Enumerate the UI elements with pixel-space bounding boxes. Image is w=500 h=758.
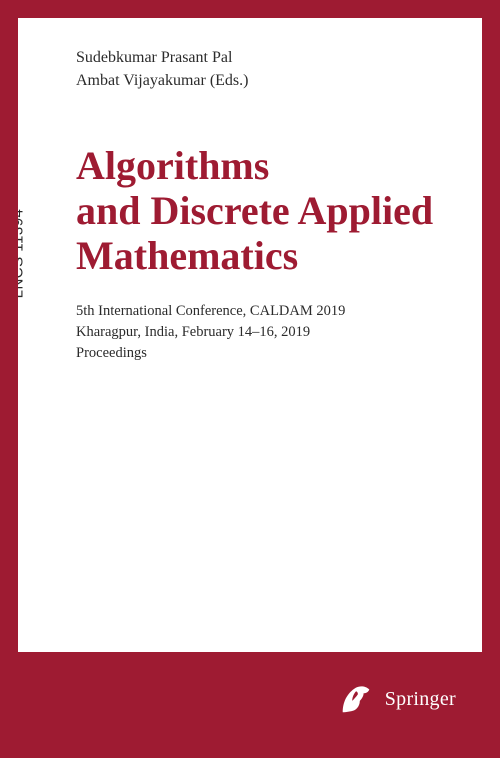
series-label: LNCS 11394 (10, 208, 27, 298)
subtitle-block: 5th International Conference, CALDAM 201… (76, 301, 448, 364)
subtitle-line-1: 5th International Conference, CALDAM 201… (76, 301, 448, 322)
subtitle-line-2: Kharagpur, India, February 14–16, 2019 (76, 322, 448, 343)
title-line-2: and Discrete Applied (76, 189, 448, 234)
editors-block: Sudebkumar Prasant Pal Ambat Vijayakumar… (76, 46, 448, 92)
editor-line-2: Ambat Vijayakumar (Eds.) (76, 69, 448, 92)
title-line-3: Mathematics (76, 234, 448, 279)
editor-line-1: Sudebkumar Prasant Pal (76, 46, 448, 69)
book-title: Algorithms and Discrete Applied Mathemat… (76, 144, 448, 278)
publisher-name: Springer (385, 688, 456, 711)
subtitle-line-3: Proceedings (76, 343, 448, 364)
book-cover: Sudebkumar Prasant Pal Ambat Vijayakumar… (0, 0, 500, 758)
springer-horse-icon (337, 680, 375, 718)
series-spine-tab: LNCS 11394 (0, 188, 36, 318)
publisher-block: Springer (337, 680, 456, 718)
title-line-1: Algorithms (76, 144, 448, 189)
bottom-band: Springer (18, 652, 482, 740)
content-area: Sudebkumar Prasant Pal Ambat Vijayakumar… (18, 18, 482, 652)
